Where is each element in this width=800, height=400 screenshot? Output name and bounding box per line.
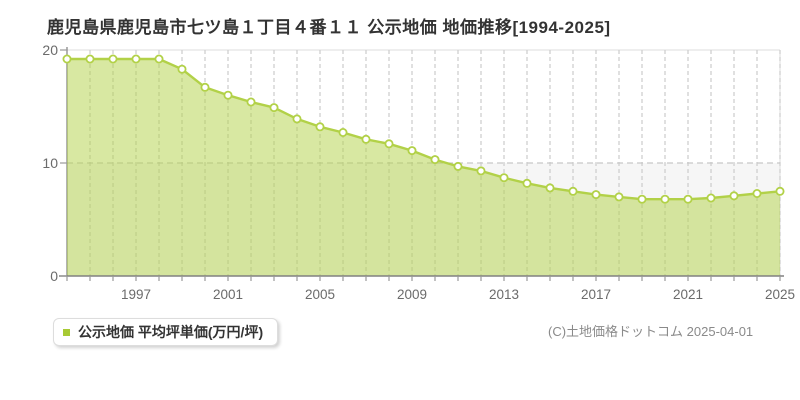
data-point-2002 — [246, 97, 256, 107]
data-point-2021 — [683, 194, 693, 204]
y-tick-labels: 0 10 20 — [42, 42, 58, 284]
data-point-2003 — [269, 103, 279, 113]
data-point-2018 — [614, 192, 624, 202]
y-tick-label-20: 20 — [42, 42, 58, 58]
y-tick-label-10: 10 — [42, 155, 58, 171]
copyright-note: (C)土地価格ドットコム 2025-04-01 — [548, 324, 754, 339]
data-point-1998 — [154, 54, 164, 64]
data-point-2010 — [430, 155, 440, 165]
data-point-1997 — [131, 54, 141, 64]
data-point-1999 — [177, 64, 187, 74]
data-point-2024 — [752, 188, 762, 198]
data-point-2000 — [200, 82, 210, 92]
data-point-2007 — [361, 134, 371, 144]
data-point-1995 — [85, 54, 95, 64]
data-point-2017 — [591, 190, 601, 200]
data-point-2019 — [637, 194, 647, 204]
x-tick-label-2009: 2009 — [397, 287, 427, 302]
data-point-2012 — [476, 166, 486, 176]
data-point-markers — [62, 54, 785, 204]
data-point-2004 — [292, 114, 302, 124]
price-trend-area-chart: 1997 2001 2005 2009 2013 2017 2021 2025 0 10 20 — [42, 42, 795, 302]
data-point-2011 — [453, 161, 463, 171]
data-point-2013 — [499, 173, 509, 183]
data-point-2006 — [338, 127, 348, 137]
data-point-2001 — [223, 90, 233, 100]
data-point-2022 — [706, 193, 716, 203]
data-point-2014 — [522, 178, 532, 188]
data-point-2009 — [407, 146, 417, 156]
data-point-2025 — [775, 186, 785, 196]
x-tick-label-2005: 2005 — [305, 287, 335, 302]
legend: 公示地価 平均坪単価(万円/坪) — [53, 318, 279, 346]
area-fill — [67, 59, 780, 276]
x-tick-label-2017: 2017 — [581, 287, 611, 302]
x-axis — [59, 49, 784, 281]
x-tick-label-2021: 2021 — [673, 287, 703, 302]
legend-series-marker-icon — [63, 328, 70, 336]
chart-title: 鹿児島県鹿児島市七ツ島１丁目４番１１ 公示地価 地価推移[1994-2025] — [47, 18, 611, 37]
data-point-1996 — [108, 54, 118, 64]
x-tick-label-2001: 2001 — [213, 287, 243, 302]
data-point-1994 — [62, 54, 72, 64]
x-tick-label-2013: 2013 — [489, 287, 519, 302]
y-tick-label-0: 0 — [50, 268, 58, 284]
data-point-2020 — [660, 194, 670, 204]
legend-series-label: 公示地価 平均坪単価(万円/坪) — [78, 324, 264, 340]
data-point-2023 — [729, 191, 739, 201]
data-point-2015 — [545, 183, 555, 193]
data-point-2016 — [568, 186, 578, 196]
data-point-2008 — [384, 139, 394, 149]
x-tick-label-2025: 2025 — [765, 287, 795, 302]
x-tick-label-1997: 1997 — [121, 287, 151, 302]
x-tick-labels: 1997 2001 2005 2009 2013 2017 2021 2025 — [121, 287, 795, 302]
data-point-2005 — [315, 122, 325, 132]
